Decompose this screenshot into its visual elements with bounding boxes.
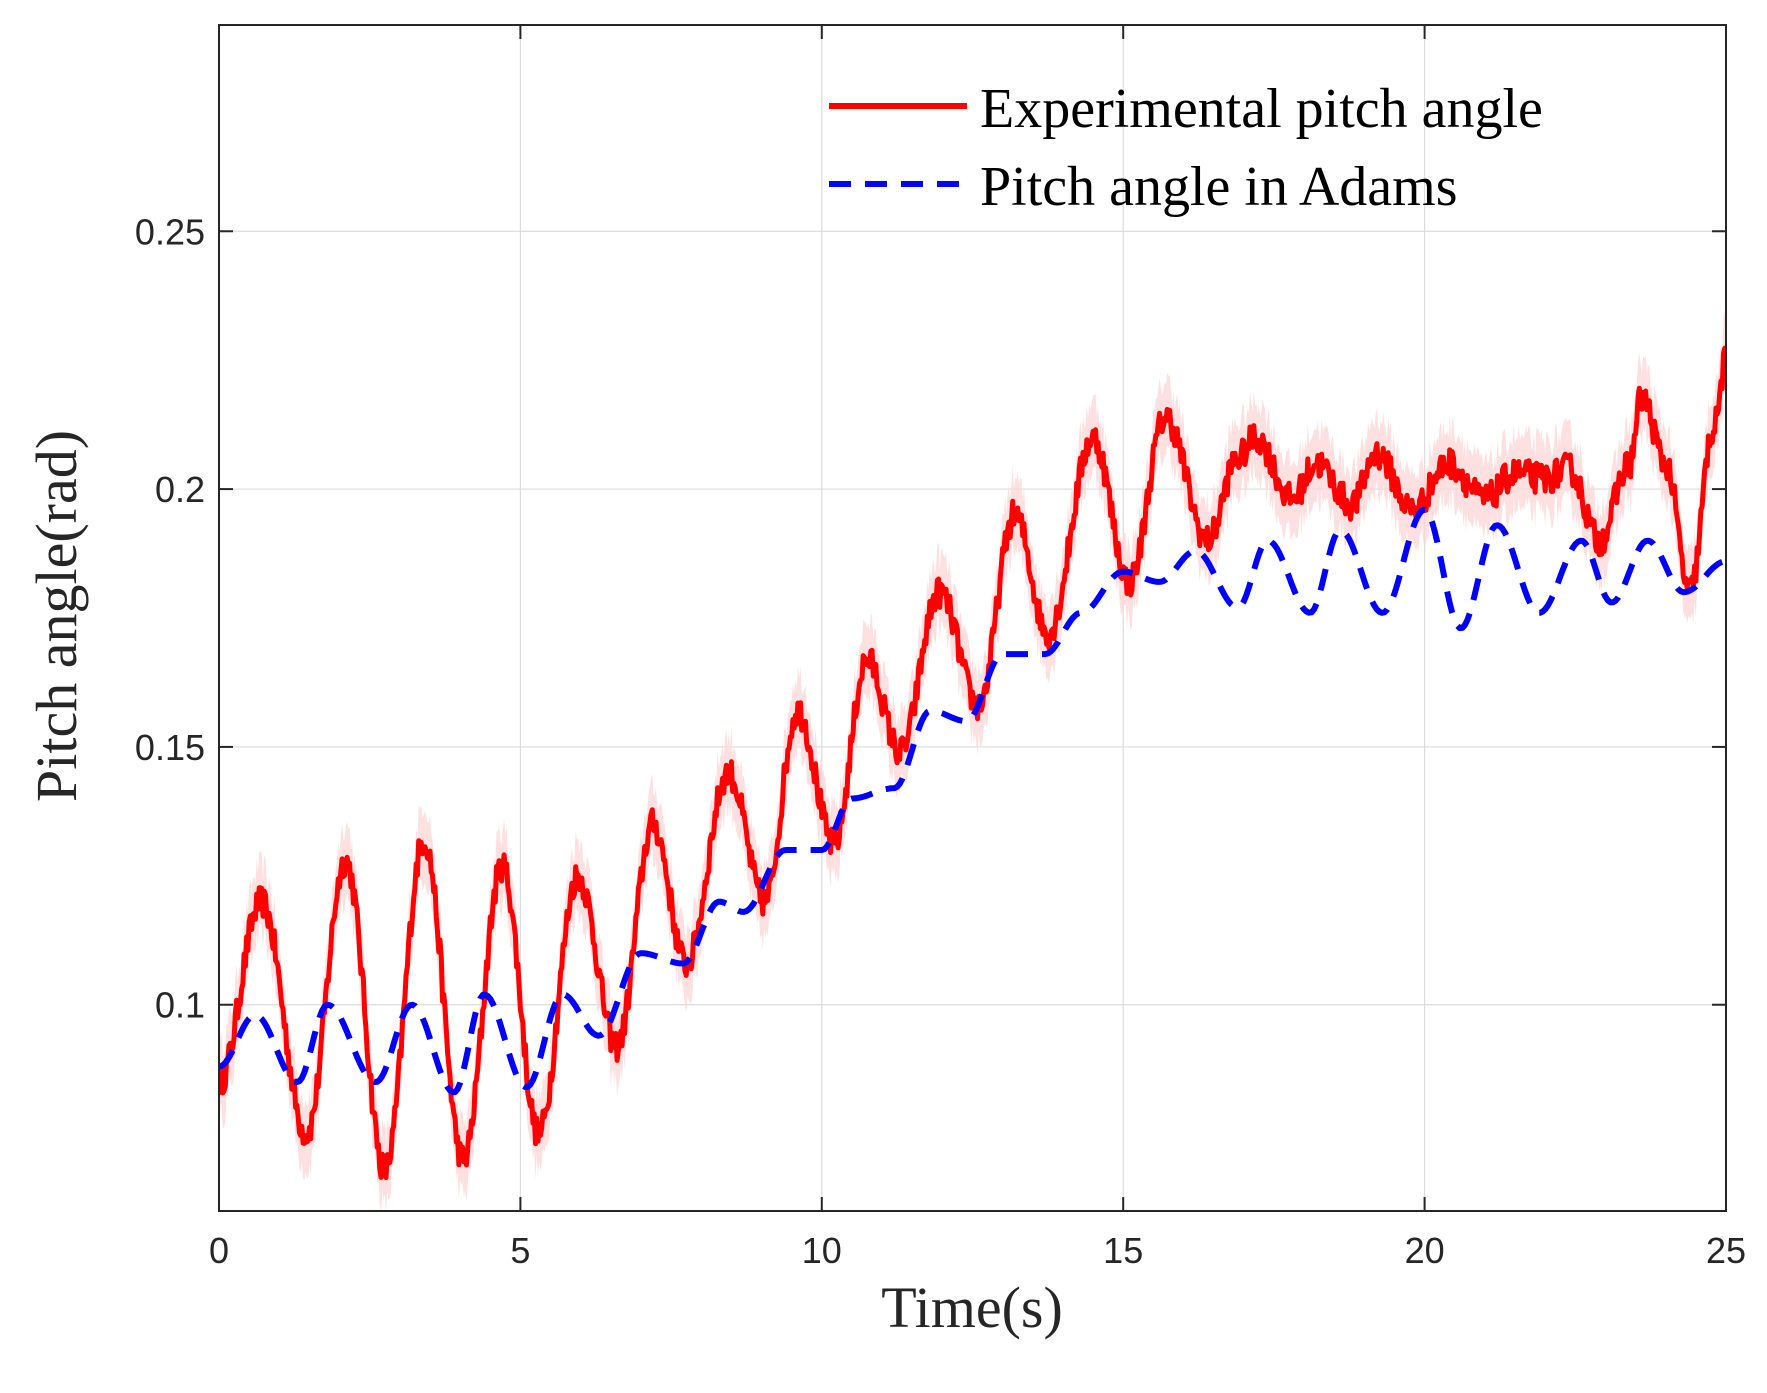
plot-area-frame: [218, 24, 1727, 1212]
x-tick-label: 0: [209, 1230, 229, 1271]
x-tick-label: 10: [802, 1230, 842, 1271]
adams-pitch-line: [219, 506, 1726, 1096]
y-tick-label: 0.2: [155, 469, 205, 510]
legend-label-experimental: Experimental pitch angle: [980, 78, 1543, 140]
legend: Experimental pitch angle Pitch angle in …: [829, 78, 1543, 218]
series-group-1: [219, 506, 1726, 1096]
series-layer: [219, 311, 1726, 1211]
y-tick-label: 0.1: [155, 985, 205, 1026]
tick-labels: 0 5 10 15 20 25 0.1 0.15 0.2 0.25: [135, 211, 1746, 1271]
y-axis-title: Pitch angle(rad): [24, 430, 89, 802]
x-tick-label: 15: [1103, 1230, 1143, 1271]
y-tick-label: 0.25: [135, 211, 205, 252]
x-axis-title: Time(s): [881, 1275, 1063, 1340]
x-tick-label: 25: [1706, 1230, 1746, 1271]
legend-label-adams: Pitch angle in Adams: [980, 156, 1458, 218]
experimental-pitch-line: [219, 345, 1726, 1181]
y-tick-label: 0.15: [135, 727, 205, 768]
x-tick-label: 20: [1405, 1230, 1445, 1271]
x-tick-label: 5: [510, 1230, 530, 1271]
ticks: [218, 25, 1727, 1211]
